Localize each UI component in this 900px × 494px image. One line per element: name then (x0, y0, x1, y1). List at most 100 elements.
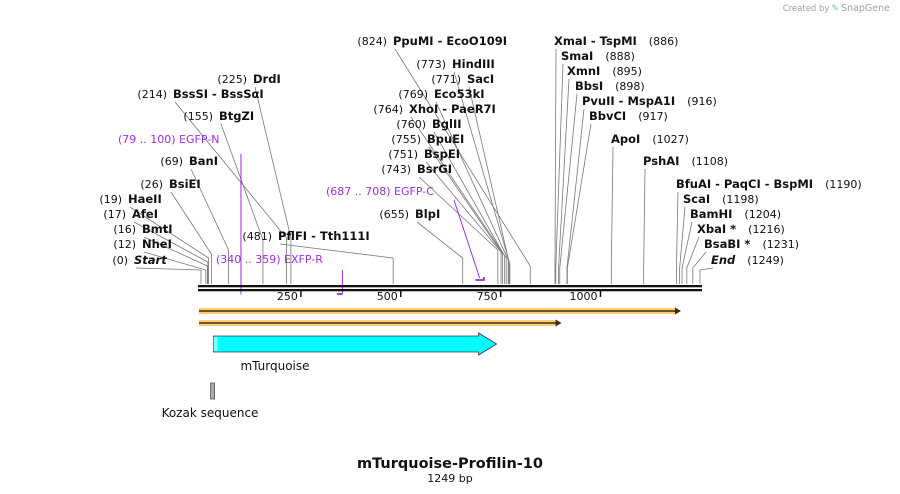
site-label-end[interactable]: End (711, 253, 736, 267)
site-name: DrdI (253, 72, 281, 86)
site-leader-haeii (129, 206, 209, 284)
site-label-xbai[interactable]: XbaI * (697, 222, 736, 236)
site-label-bmti[interactable]: BmtI (142, 222, 173, 236)
site-name: XbaI * (697, 222, 736, 236)
site-leader-bsssi-bsss-i (174, 101, 287, 284)
site-leader-smai (555, 63, 564, 284)
site-position-blpi: (655) (379, 208, 409, 221)
site-label-ppumi-ecoo109i[interactable]: PpuMI - EcoO109I (393, 34, 507, 48)
site-position-bsiei: (26) (140, 178, 163, 191)
scale-ticks: 250 500 750 1000 (277, 290, 602, 303)
orf-arrow-1[interactable] (199, 307, 682, 315)
site-leader-afei (133, 221, 209, 284)
primer-exfp-r[interactable]: (340 .. 359) EXFP-R (216, 253, 343, 295)
site-position-eco53ki: (769) (398, 88, 428, 101)
site-name: Start (134, 253, 167, 267)
site-label-bbvci[interactable]: BbvCI (589, 109, 626, 123)
site-label-pvuii-mspa1i[interactable]: PvuII - MspA1I (582, 94, 675, 108)
site-label-scai[interactable]: ScaI (683, 192, 710, 206)
site-leader-lines (129, 48, 714, 284)
site-label-start[interactable]: Start (134, 253, 167, 267)
site-label-bani[interactable]: BanI (189, 154, 218, 168)
orf-arrow-2[interactable] (199, 319, 562, 327)
orf-arrows (199, 307, 682, 327)
site-name: BfuAI - PaqCI - BspMI (676, 177, 813, 191)
site-label-afei[interactable]: AfeI (132, 207, 158, 221)
site-leader-pflfi-tth111i (279, 243, 394, 284)
site-leader-xhoi-paer7i (410, 116, 507, 284)
site-leader-bsabi (692, 251, 707, 284)
site-label-bfuai-paqci-bspmi[interactable]: BfuAI - PaqCI - BspMI (676, 177, 813, 191)
site-label-eco53ki[interactable]: Eco53kI (434, 87, 485, 101)
site-leader-drdi (254, 86, 292, 284)
site-label-pflfi-tth111i[interactable]: PflFI - Tth111I (278, 229, 370, 243)
site-label-xhoi-paer7i[interactable]: XhoI - PaeR7I (409, 102, 496, 116)
site-label-apoi[interactable]: ApoI (611, 132, 640, 146)
site-position-end: (1249) (747, 254, 784, 267)
feature-label: mTurquoise (240, 359, 309, 373)
site-label-bglii[interactable]: BglII (432, 117, 462, 131)
site-position-saci: (771) (431, 73, 461, 86)
site-name: End (711, 253, 736, 267)
site-name: BsaBI * (704, 237, 750, 251)
site-leader-bbvci (566, 123, 592, 284)
site-position-nhei: (12) (113, 238, 136, 251)
site-name: SacI (467, 72, 494, 86)
site-label-saci[interactable]: SacI (467, 72, 494, 86)
feature-kozak-sequence[interactable]: Kozak sequence (162, 382, 259, 420)
primer-annotations: (79 .. 100) EGFP-N (687 .. 708) EGFP-C (34… (118, 133, 485, 295)
site-name: PpuMI - EcoO109I (393, 34, 507, 48)
feature-start-marker (213, 337, 218, 351)
site-label-pshai[interactable]: PshAI (643, 154, 679, 168)
site-label-bsssi-bsss-i[interactable]: BssSI - BssSαI (173, 87, 264, 101)
site-name: BsrGI (417, 162, 452, 176)
site-label-xmai-tspmi[interactable]: XmaI - TspMI (554, 34, 637, 48)
site-label-bsrgi[interactable]: BsrGI (417, 162, 452, 176)
site-label-bbsi[interactable]: BbsI (575, 79, 603, 93)
site-label-blpi[interactable]: BlpI (415, 207, 440, 221)
site-label-bspei[interactable]: BspEI (424, 147, 460, 161)
site-name: XmnI (567, 64, 600, 78)
primer-egfp-c[interactable]: (687 .. 708) EGFP-C (326, 185, 485, 281)
site-name: AfeI (132, 207, 158, 221)
sequence-length: 1249 bp (427, 472, 472, 485)
site-label-smai[interactable]: SmaI (561, 49, 593, 63)
site-label-xmni[interactable]: XmnI (567, 64, 600, 78)
site-label-hindiii[interactable]: HindIII (452, 57, 495, 71)
site-name: HindIII (452, 57, 495, 71)
credit-prefix: Created by (782, 3, 830, 14)
site-position-bfuai-paqci-bspmi: (1190) (825, 178, 862, 191)
site-position-bspei: (751) (388, 148, 418, 161)
primer-label-egfp-c: (687 .. 708) EGFP-C (326, 185, 434, 198)
site-position-apoi: (1027) (652, 133, 689, 146)
site-label-btgzi[interactable]: BtgZI (219, 109, 254, 123)
site-name: NheI (142, 237, 172, 251)
site-leader-scai (679, 206, 686, 284)
site-name: SmaI (561, 49, 593, 63)
site-position-bmti: (16) (113, 223, 136, 236)
site-label-bamhi[interactable]: BamHI (690, 207, 732, 221)
snapgene-credit[interactable]: Created by ✎ SnapGene (783, 3, 890, 14)
site-leader-start (135, 267, 202, 284)
site-label-nhei[interactable]: NheI (142, 237, 172, 251)
site-leader-bspei (425, 161, 502, 284)
site-leader-bbsi (559, 93, 578, 284)
site-label-haeii[interactable]: HaeII (128, 192, 162, 206)
primer-egfp-n[interactable]: (79 .. 100) EGFP-N (118, 133, 242, 295)
site-leader-xbai (686, 236, 700, 284)
feature-annotations: mTurquoise Kozak sequence (162, 332, 498, 420)
site-label-bpuei[interactable]: BpuEI (427, 132, 464, 146)
site-position-hindiii: (773) (416, 58, 446, 71)
site-leader-bfuai-paqci-bspmi (676, 191, 679, 284)
site-position-xmni: (895) (612, 65, 642, 78)
site-label-drdi[interactable]: DrdI (253, 72, 281, 86)
site-leader-ppumi-ecoo109i (394, 48, 531, 284)
site-label-bsiei[interactable]: BsiEI (169, 177, 201, 191)
site-position-drdi: (225) (217, 73, 247, 86)
site-label-bsabi[interactable]: BsaBI * (704, 237, 750, 251)
site-leader-apoi (610, 146, 614, 284)
feature-mturquoise[interactable]: mTurquoise (212, 332, 498, 373)
site-leader-bsrgi (418, 176, 499, 284)
credit-brand: SnapGene (841, 3, 890, 14)
site-position-bani: (69) (160, 155, 183, 168)
